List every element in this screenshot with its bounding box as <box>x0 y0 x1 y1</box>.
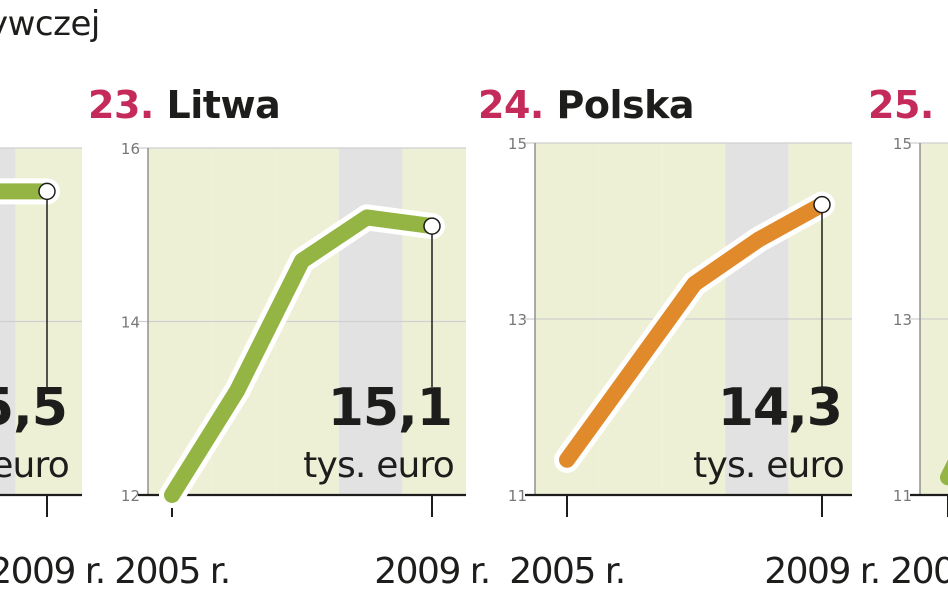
panel-title: 25. <box>868 83 934 127</box>
y-tick-label: 15 <box>893 135 912 153</box>
chart-panel: 12 14 16 2005 r. 2009 r. 15,1 tys. euro 23. Lit… <box>88 83 491 592</box>
y-tick-label: 14 <box>121 314 140 332</box>
panel-title: 24. Polska <box>478 83 694 127</box>
y-tick-label: 13 <box>508 311 527 329</box>
end-point-marker <box>423 217 441 235</box>
series-line <box>559 196 830 468</box>
x-tick-label: 2005 r. <box>114 551 230 592</box>
y-tick-label: 11 <box>893 487 912 505</box>
callout-unit: tys. euro <box>0 445 69 486</box>
end-point-marker <box>813 195 831 214</box>
panel-rank: 23. <box>88 83 154 127</box>
panel-country: Polska <box>544 83 694 127</box>
y-tick-label: 15 <box>508 135 527 153</box>
x-tick-label: 2009 r. <box>374 551 490 592</box>
callout-unit: tys. euro <box>303 445 454 486</box>
x-tick-label: 2009 r. <box>0 551 105 592</box>
callout-value: 15,5 <box>0 378 67 438</box>
y-tick-label: 12 <box>121 487 140 505</box>
callout-value: 14,3 <box>718 378 842 438</box>
panel-rank: 24. <box>478 83 544 127</box>
chart-panel: 2009 r. 15,5 tys. euro <box>0 147 106 592</box>
callout-value: 15,1 <box>328 378 452 438</box>
x-tick-label: 2009 r. <box>764 551 880 592</box>
x-tick-label: 2005 r. <box>509 551 625 592</box>
series-line <box>164 209 440 503</box>
section-heading: ywczej <box>0 4 100 44</box>
chart-panel: 11 13 15 2005 r. 25. <box>868 83 948 592</box>
y-tick-label: 11 <box>508 487 527 505</box>
x-tick-label: 2005 r. <box>890 551 948 592</box>
panel-rank: 25. <box>868 83 934 127</box>
end-point-marker <box>38 182 56 201</box>
panel-country: Litwa <box>154 83 280 127</box>
y-tick-label: 16 <box>121 140 140 158</box>
y-tick-label: 13 <box>893 311 912 329</box>
panel-title: 23. Litwa <box>88 83 280 127</box>
callout-unit: tys. euro <box>693 445 844 486</box>
chart-panel: 11 13 15 2005 r. 2009 r. 14,3 tys. euro 24. Pol… <box>478 83 881 592</box>
